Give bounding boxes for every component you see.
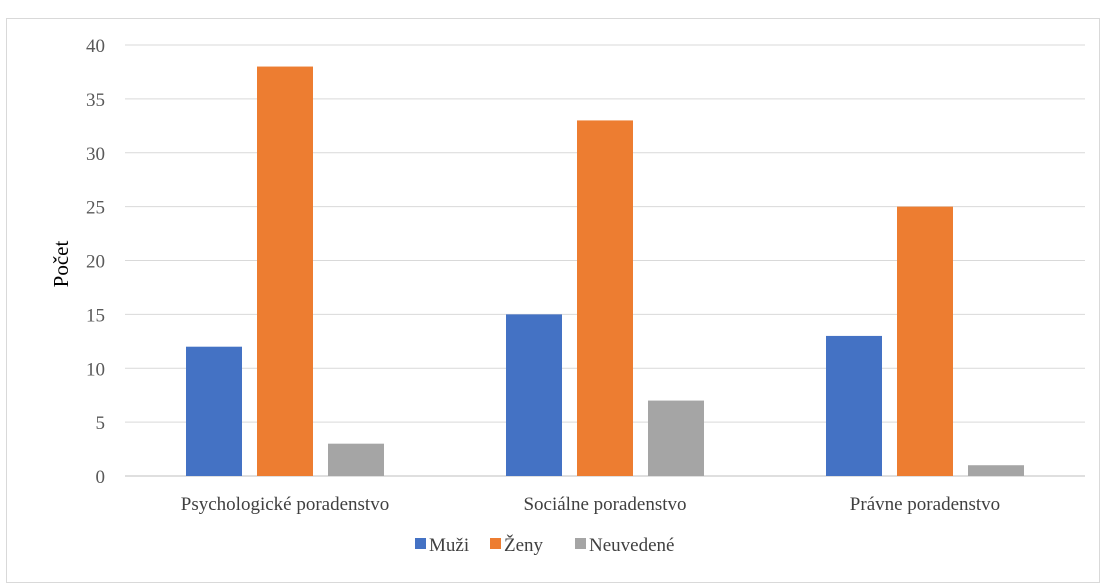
bar-neuvedené bbox=[968, 465, 1024, 476]
y-tick-label: 30 bbox=[86, 144, 105, 165]
bars bbox=[186, 66, 1024, 477]
y-tick-label: 0 bbox=[96, 467, 106, 488]
legend-label: Muži bbox=[429, 535, 469, 556]
legend-label: Neuvedené bbox=[589, 535, 674, 556]
y-axis-ticks: 0 5 10 15 20 25 30 35 40 bbox=[86, 36, 105, 488]
bar-muži bbox=[826, 335, 882, 476]
y-tick-label: 5 bbox=[96, 413, 106, 434]
bar-muži bbox=[186, 346, 242, 476]
y-tick-label: 10 bbox=[86, 359, 105, 380]
x-category-label: Psychologické poradenstvo bbox=[181, 494, 389, 515]
x-category-label: Sociálne poradenstvo bbox=[523, 494, 686, 515]
legend-label: Ženy bbox=[504, 534, 544, 556]
bar-neuvedené bbox=[328, 443, 384, 476]
y-tick-label: 25 bbox=[86, 198, 105, 219]
y-axis-title: Počet bbox=[49, 241, 73, 288]
y-tick-label: 35 bbox=[86, 90, 105, 111]
legend-item: Ženy bbox=[490, 534, 544, 556]
x-category-label: Právne poradenstvo bbox=[850, 494, 1000, 515]
legend-swatch bbox=[415, 538, 426, 549]
legend: Muži Ženy Neuvedené bbox=[415, 534, 674, 556]
y-tick-label: 15 bbox=[86, 305, 105, 326]
legend-swatch bbox=[490, 538, 501, 549]
legend-item: Muži bbox=[415, 535, 469, 556]
y-tick-label: 40 bbox=[86, 36, 105, 57]
bar-ženy bbox=[897, 206, 953, 476]
legend-swatch bbox=[575, 538, 586, 549]
bar-ženy bbox=[257, 66, 313, 477]
y-tick-label: 20 bbox=[86, 252, 105, 273]
legend-item: Neuvedené bbox=[575, 535, 674, 556]
x-axis-categories: Psychologické poradenstvo Sociálne porade… bbox=[181, 494, 1000, 515]
bar-ženy bbox=[577, 120, 633, 477]
bar-muži bbox=[506, 314, 562, 476]
bar-neuvedené bbox=[648, 400, 704, 476]
